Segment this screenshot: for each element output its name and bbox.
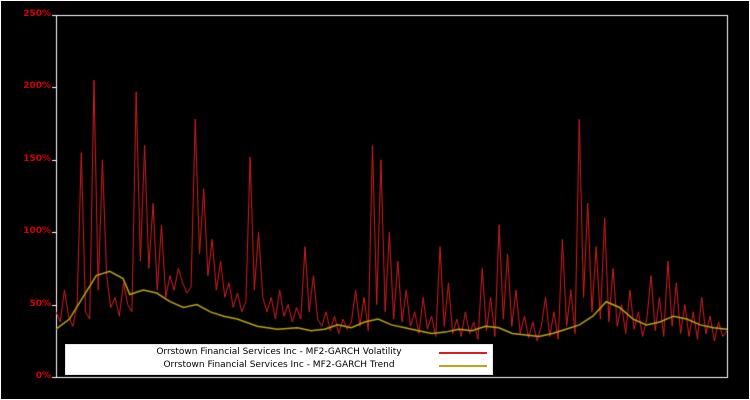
legend-label-trend: Orrstown Financial Services Inc - MF2-GA… bbox=[163, 360, 395, 370]
legend: Orrstown Financial Services Inc - MF2-GA… bbox=[65, 344, 493, 375]
y-tick-label: 100% bbox=[23, 226, 51, 237]
y-tick-label: 150% bbox=[23, 153, 51, 164]
legend-item-volatility: Orrstown Financial Services Inc - MF2-GA… bbox=[66, 346, 492, 359]
y-tick-label: 0% bbox=[35, 371, 51, 381]
legend-label-volatility: Orrstown Financial Services Inc - MF2-GA… bbox=[156, 347, 402, 357]
volatility-line-sample-icon bbox=[439, 352, 487, 354]
legend-item-trend: Orrstown Financial Services Inc - MF2-GA… bbox=[66, 359, 492, 372]
y-tick-label: 200% bbox=[23, 81, 51, 92]
y-tick-label: 250% bbox=[23, 9, 51, 19]
trend-line-sample-icon bbox=[439, 365, 487, 367]
y-tick-label: 50% bbox=[29, 298, 51, 309]
